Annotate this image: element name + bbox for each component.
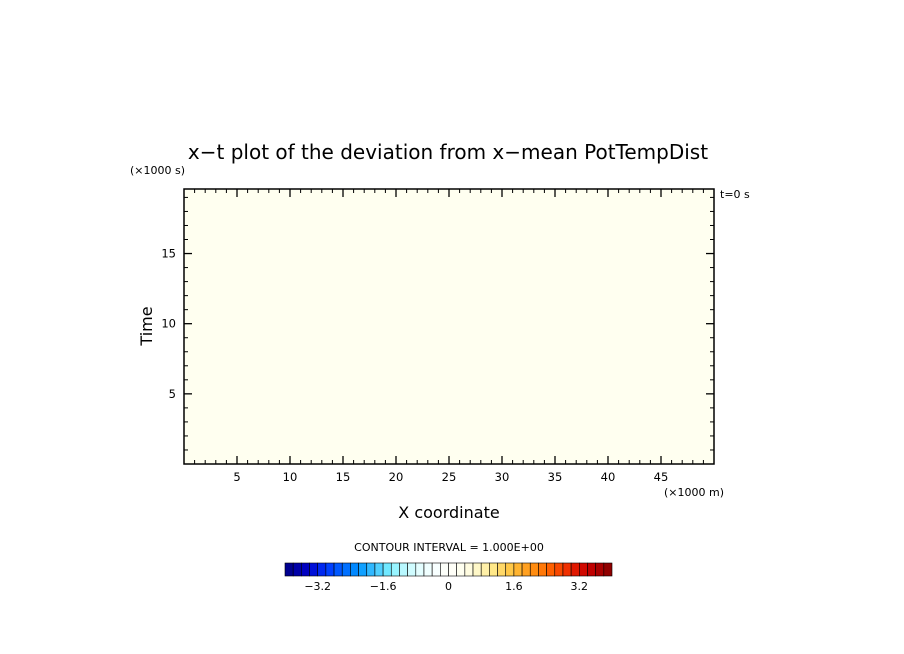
- colorbar-swatch: [382, 562, 392, 577]
- colorbar-tick-labels: −3.2 −1.6 0 1.6 3.2: [304, 580, 588, 593]
- x-tick-label: 5: [233, 470, 240, 484]
- colorbar-swatch: [350, 562, 359, 577]
- colorbar-swatch: [358, 562, 368, 577]
- y-axis-label: Time: [137, 306, 156, 346]
- colorbar-swatch: [505, 562, 515, 577]
- colorbar-swatch: [333, 562, 343, 577]
- x-tick-label: 40: [601, 470, 616, 484]
- colorbar-swatch: [366, 562, 376, 577]
- y-tick-label: 10: [161, 317, 176, 331]
- colorbar-tick-label: 3.2: [571, 580, 589, 593]
- y-unit-label: (×1000 s): [130, 164, 185, 177]
- colorbar-swatch: [546, 562, 556, 577]
- x-tick-label: 45: [654, 470, 669, 484]
- colorbar-swatch: [562, 562, 572, 577]
- colorbar-tick-label: −3.2: [304, 580, 331, 593]
- x-tick-label: 25: [442, 470, 457, 484]
- x-tick-label: 30: [495, 470, 510, 484]
- x-tick-label: 10: [283, 470, 298, 484]
- x-tick-label: 20: [389, 470, 404, 484]
- colorbar-swatch: [595, 562, 605, 577]
- colorbar-swatch: [423, 562, 433, 577]
- colorbar-swatch: [529, 562, 539, 577]
- colorbar-swatch: [603, 562, 613, 577]
- colorbar-swatch: [301, 562, 310, 577]
- x-unit-label: (×1000 m): [664, 486, 724, 499]
- colorbar-swatch: [407, 562, 417, 577]
- x-axis-label: X coordinate: [398, 503, 499, 522]
- colorbar-swatch: [284, 562, 294, 577]
- colorbar-swatch: [415, 562, 425, 577]
- colorbar-swatch: [570, 562, 580, 577]
- colorbar-swatch: [292, 562, 302, 577]
- y-axis-ticks: 5 10 15: [161, 247, 714, 401]
- colorbar: [284, 562, 613, 577]
- colorbar-swatch: [456, 562, 466, 577]
- colorbar-tick-label: 0: [445, 580, 452, 593]
- colorbar-swatch: [521, 562, 531, 577]
- colorbar-swatch: [472, 562, 482, 577]
- y-tick-label: 5: [169, 387, 176, 401]
- colorbar-swatch: [448, 562, 457, 577]
- contour-interval-label: CONTOUR INTERVAL = 1.000E+00: [354, 541, 544, 554]
- colorbar-swatch: [497, 562, 507, 577]
- x-axis-ticks: 5 10 15 20 25 30 35 40 45: [233, 189, 668, 484]
- colorbar-swatch: [309, 562, 318, 577]
- y-tick-label: 15: [161, 247, 176, 261]
- colorbar-swatch: [480, 562, 490, 577]
- x-tick-label: 35: [548, 470, 563, 484]
- colorbar-swatch: [325, 562, 335, 577]
- colorbar-swatch: [390, 562, 400, 577]
- colorbar-swatch: [399, 562, 408, 577]
- plot-frame: [183, 188, 715, 465]
- colorbar-swatch: [513, 562, 523, 577]
- colorbar-swatch: [374, 562, 384, 577]
- chart-title: x−t plot of the deviation from x−mean Po…: [188, 140, 708, 164]
- colorbar-tick-label: 1.6: [505, 580, 523, 593]
- plot-field: [184, 189, 714, 464]
- colorbar-swatch: [341, 562, 351, 577]
- colorbar-swatch: [578, 562, 588, 577]
- colorbar-swatch: [440, 562, 449, 577]
- colorbar-swatch: [317, 562, 327, 577]
- colorbar-tick-label: −1.6: [370, 580, 397, 593]
- colorbar-swatch: [431, 562, 441, 577]
- corner-label: t=0 s: [720, 188, 750, 201]
- colorbar-swatch: [489, 562, 498, 577]
- colorbar-swatch: [587, 562, 596, 577]
- colorbar-swatch: [554, 562, 564, 577]
- x-tick-label: 15: [336, 470, 351, 484]
- colorbar-swatch: [538, 562, 547, 577]
- colorbar-swatch: [464, 562, 474, 577]
